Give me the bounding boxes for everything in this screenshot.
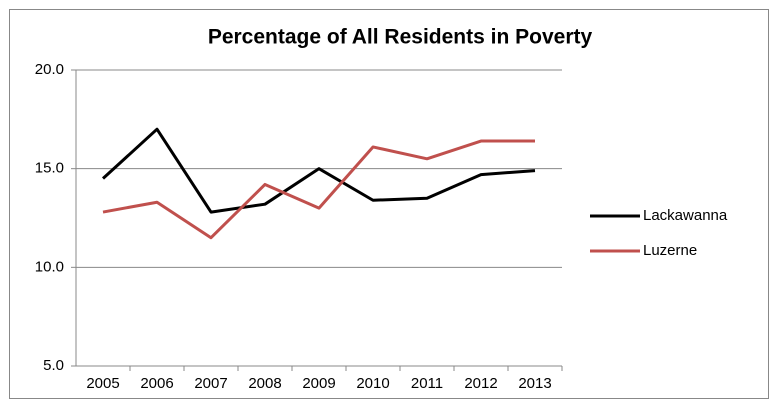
x-tick-label: 2007 [194, 375, 227, 392]
legend-label: Luzerne [643, 242, 697, 259]
x-tick-label: 2011 [411, 375, 443, 392]
legend-label: Lackawanna [643, 207, 728, 224]
chart-border [9, 9, 769, 399]
x-tick-label: 2013 [518, 375, 551, 392]
y-tick-label: 15.0 [35, 160, 64, 177]
chart-title: Percentage of All Residents in Poverty [208, 26, 593, 49]
y-tick-label: 20.0 [35, 61, 64, 78]
x-tick-label: 2009 [302, 375, 335, 392]
y-tick-label: 10.0 [35, 258, 64, 275]
y-tick-label: 5.0 [43, 357, 64, 374]
line-series [102, 139, 535, 240]
line-series [101, 127, 536, 214]
x-tick-label: 2008 [248, 375, 281, 392]
x-tick-label: 2010 [356, 375, 389, 392]
x-tick-label: 2006 [140, 375, 173, 392]
x-tick-label: 2012 [464, 375, 497, 392]
x-tick-label: 2005 [86, 375, 119, 392]
